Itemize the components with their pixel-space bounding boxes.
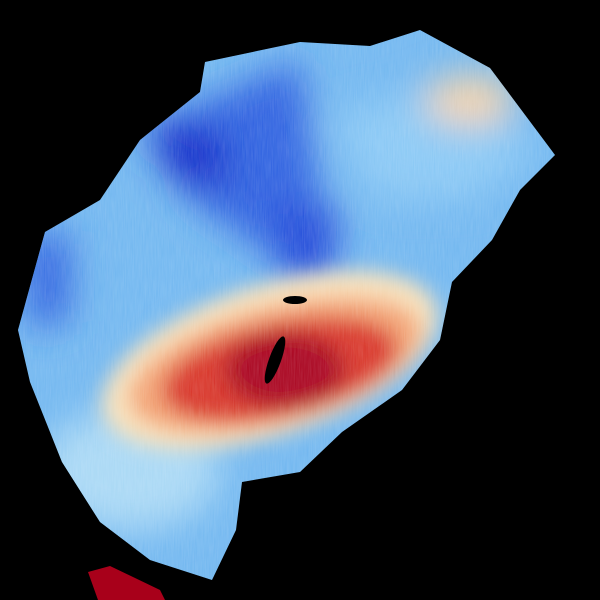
no-data-gap (264, 336, 286, 384)
radar-center (283, 296, 307, 304)
corner-echo (88, 566, 165, 600)
